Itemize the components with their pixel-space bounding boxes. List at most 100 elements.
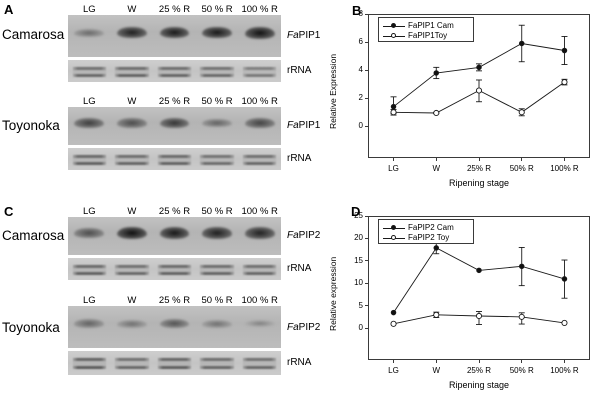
x-axis-tick-label: 100% R <box>550 366 579 375</box>
lane-label: 50 % R <box>201 206 233 217</box>
rrna-lane-shade <box>72 154 106 164</box>
blot-band <box>244 320 275 328</box>
gene-label: FaPIP1 <box>287 30 320 41</box>
rrna-band <box>115 358 149 362</box>
y-axis-tick-label: 2 <box>358 93 363 103</box>
x-axis-label: Ripening stage <box>448 380 510 390</box>
rrna-lane-shade <box>115 358 149 368</box>
loading-control-label: rRNA <box>287 65 312 76</box>
lane-label-row: LG W 25 % R 50 % R 100 % R <box>68 4 281 15</box>
rrna-lane-shade <box>157 264 192 274</box>
rrna-band <box>72 66 106 70</box>
gene-label: FaPIP2 <box>287 230 320 241</box>
blot-band <box>116 319 147 328</box>
cultivar-label: Camarosa <box>2 228 65 243</box>
legend-label: FaPIP1 Cam <box>408 21 454 30</box>
rrna-band <box>157 365 192 370</box>
rrna-band <box>72 264 106 268</box>
open-circle-marker <box>391 235 396 240</box>
chart-legend: FaPIP2 Cam FaPIP2 Toy <box>378 219 474 244</box>
gene-genus-prefix: Fa <box>287 30 299 41</box>
blot-band <box>116 226 147 239</box>
blot-band <box>202 227 232 239</box>
legend-label: FaPIP1Toy <box>408 31 448 40</box>
rrna-band <box>115 161 149 166</box>
lane-label: W <box>127 96 137 107</box>
lane-label: W <box>127 4 137 15</box>
rrna-lane-shade <box>243 358 277 368</box>
panel-letter-d: D <box>351 204 361 219</box>
x-axis-tick <box>435 158 437 161</box>
rrna-band <box>72 271 106 276</box>
rrna-lane-shade <box>200 154 234 164</box>
membrane-background <box>68 351 281 375</box>
y-axis-tick-label: 0 <box>358 121 363 131</box>
lane-label: 50 % R <box>201 4 233 15</box>
blot-strip <box>68 15 281 57</box>
rrna-band <box>200 264 234 268</box>
x-axis-tick-label: W <box>432 164 441 173</box>
gene-label: FaPIP2 <box>287 322 320 333</box>
rrna-band <box>72 73 106 78</box>
rrna-band <box>157 161 192 166</box>
blot-band <box>116 118 147 128</box>
rrna-lane-shade <box>200 264 234 274</box>
rrna-band <box>157 271 192 276</box>
y-axis-tick <box>365 69 368 71</box>
panel-letter-a: A <box>4 2 14 17</box>
x-axis-tick <box>521 360 523 363</box>
lane-label: 25 % R <box>158 96 191 107</box>
gene-genus-prefix: Fa <box>287 120 299 131</box>
lane-label: LG <box>82 295 96 306</box>
rrna-band <box>72 161 106 166</box>
cultivar-label: Camarosa <box>2 27 65 42</box>
blot-band <box>159 319 190 329</box>
legend-label: FaPIP2 Toy <box>408 233 450 242</box>
blot-band <box>202 319 232 328</box>
lane-label: LG <box>82 96 96 107</box>
lane-label-row: LG W 25 % R 50 % R 100 % R <box>68 96 281 107</box>
x-axis-tick <box>393 360 395 363</box>
rrna-lane-shade <box>115 264 149 274</box>
x-axis-tick-label: 50% R <box>509 164 534 173</box>
lane-label: 25 % R <box>158 295 191 306</box>
loading-control-label: rRNA <box>287 357 312 368</box>
y-axis-tick <box>365 215 368 217</box>
y-axis-tick <box>365 13 368 15</box>
y-axis-tick <box>365 327 368 329</box>
lane-label: 50 % R <box>201 295 233 306</box>
x-axis-tick-label: LG <box>388 366 399 375</box>
y-axis-tick-label: 25 <box>354 211 363 220</box>
lane-label: 100 % R <box>241 96 278 107</box>
rrna-lane-shade <box>115 66 149 76</box>
y-axis-tick-label: 0 <box>358 323 363 333</box>
chart-legend: FaPIP1 Cam FaPIP1Toy <box>378 17 474 42</box>
rrna-lane-shade <box>243 66 277 76</box>
x-axis-tick <box>435 360 437 363</box>
rrna-strip <box>68 258 281 280</box>
lane-label: 50 % R <box>201 96 233 107</box>
lane-label: 100 % R <box>241 295 278 306</box>
rrna-lane-shade <box>243 264 277 274</box>
rrna-band <box>157 358 192 362</box>
x-axis-tick-label: LG <box>388 164 399 173</box>
rrna-lane-shade <box>72 66 106 76</box>
rrna-lane-shade <box>72 358 106 368</box>
blot-strip <box>68 217 281 255</box>
y-axis-tick-label: 4 <box>358 65 363 75</box>
y-axis-tick-label: 20 <box>354 233 363 243</box>
rrna-lane-shade <box>72 264 106 274</box>
x-axis-tick-label: 25% R <box>466 164 491 173</box>
cultivar-label: Toyonoka <box>2 118 60 133</box>
rrna-band <box>157 66 192 70</box>
rrna-band <box>115 154 149 158</box>
y-axis-tick-label: 10 <box>354 278 363 288</box>
x-axis-tick <box>563 158 565 161</box>
x-axis-tick <box>393 158 395 161</box>
blot-band <box>159 227 190 239</box>
x-axis-label: Ripening stage <box>448 178 510 188</box>
rrna-band <box>200 365 234 370</box>
lane-label-row: LG W 25 % R 50 % R 100 % R <box>68 206 281 217</box>
blot-band <box>74 319 105 328</box>
